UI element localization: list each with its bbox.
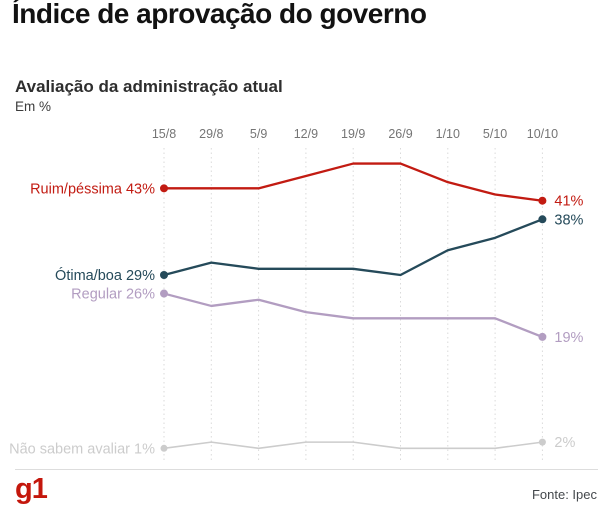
x-tick-label-1-10: 1/10 [436, 127, 460, 141]
series-start-label-regular: Regular 26% [71, 287, 155, 303]
series-end-label-nao-sabem-avaliar: 2% [554, 435, 575, 451]
series-start-dot-regular [160, 289, 168, 298]
series-line-otima-boa [162, 218, 544, 277]
chart-unit-label: Em % [15, 99, 52, 114]
series-end-label-ruim-pessima: 41% [554, 194, 583, 210]
series-start-dot-ruim-pessima [160, 184, 168, 193]
series-end-label-regular: 19% [554, 330, 583, 346]
series-start-label-nao-sabem-avaliar: Não sabem avaliar 1% [9, 441, 155, 457]
source-credit: Fonte: Ipec [531, 487, 597, 502]
series-line-regular [162, 292, 544, 339]
g1-logo: g1 [15, 473, 48, 505]
series-start-label-ruim-pessima: Ruim/péssima 43% [30, 181, 155, 197]
series-end-dot-regular [538, 332, 547, 341]
x-tick-label-26-9: 26/9 [388, 127, 412, 141]
series-start-label-otima-boa: Ótima/boa 29% [55, 267, 155, 284]
series-end-label-otima-boa: 38% [554, 212, 583, 228]
series-start-dot-nao-sabem-avaliar [160, 444, 168, 452]
x-tick-label-5-10: 5/10 [483, 127, 507, 141]
series-line-ruim-pessima [162, 162, 544, 202]
series-line-nao-sabem-avaliar [163, 441, 544, 450]
x-tick-label-15-8: 15/8 [152, 127, 176, 141]
footer-divider [15, 469, 598, 470]
series-end-dot-otima-boa [538, 215, 547, 224]
series-start-dot-otima-boa [160, 270, 168, 279]
chart-subtitle: Avaliação da administração atual [15, 77, 283, 96]
series-end-dot-ruim-pessima [538, 196, 547, 205]
x-tick-label-10-10: 10/10 [527, 127, 558, 141]
page-title: Índice de aprovação do governo [12, 0, 427, 29]
x-tick-label-5-9: 5/9 [250, 127, 267, 141]
x-tick-label-29-8: 29/8 [199, 127, 223, 141]
x-tick-label-19-9: 19/9 [341, 127, 365, 141]
series-end-dot-nao-sabem-avaliar [538, 438, 546, 446]
x-tick-label-12-9: 12/9 [294, 127, 318, 141]
